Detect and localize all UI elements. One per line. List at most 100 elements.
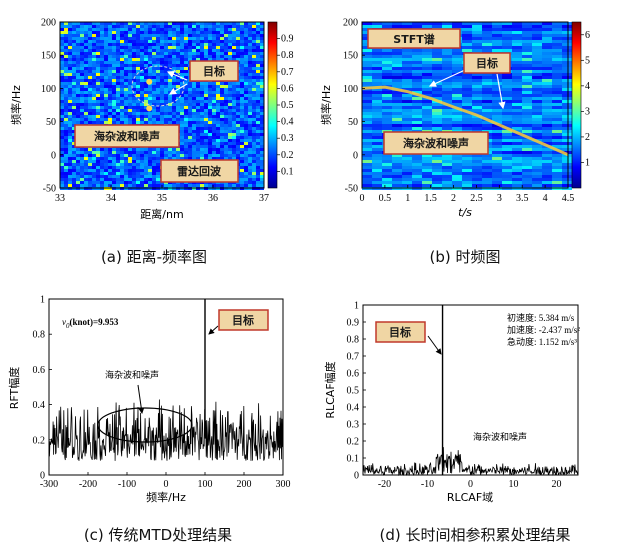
heat-cell	[532, 85, 542, 88]
heat-cell	[84, 175, 88, 178]
heat-cell	[132, 181, 136, 184]
heat-cell	[120, 100, 124, 103]
heat-cell	[402, 73, 412, 76]
heat-cell	[88, 43, 92, 46]
heat-cell	[228, 43, 232, 46]
heat-cell	[140, 94, 144, 97]
heat-cell	[492, 106, 502, 109]
heat-cell	[120, 34, 124, 37]
heat-cell	[128, 97, 132, 100]
heat-cell	[60, 34, 64, 37]
heat-cell	[184, 85, 188, 88]
heat-cell	[64, 79, 68, 82]
heat-cell	[532, 43, 542, 46]
heat-cell	[220, 139, 224, 142]
heat-cell	[92, 73, 96, 76]
heat-cell	[64, 157, 68, 160]
heat-cell	[108, 22, 112, 25]
heat-cell	[96, 178, 100, 181]
heat-cell	[362, 118, 372, 121]
heat-cell	[552, 181, 562, 184]
heat-cell	[224, 100, 228, 103]
heat-cell	[144, 178, 148, 181]
heat-cell	[248, 112, 252, 115]
heat-cell	[168, 184, 172, 187]
heat-cell	[442, 109, 452, 112]
heat-cell	[104, 151, 108, 154]
heat-cell	[64, 106, 68, 109]
heat-cell	[362, 82, 372, 85]
heat-cell	[244, 70, 248, 73]
heat-cell	[562, 28, 572, 31]
heat-cell	[244, 133, 248, 136]
heat-cell	[60, 31, 64, 34]
heat-cell	[184, 157, 188, 160]
heat-cell	[442, 115, 452, 118]
heat-cell	[88, 184, 92, 187]
heat-cell	[452, 22, 462, 25]
heat-cell	[100, 154, 104, 157]
panel-d-label-target: 目标	[389, 325, 411, 339]
heat-cell	[168, 157, 172, 160]
heat-cell	[92, 91, 96, 94]
heat-cell	[522, 181, 532, 184]
heat-cell	[136, 46, 140, 49]
heat-cell	[164, 115, 168, 118]
heat-cell	[152, 103, 156, 106]
heat-cell	[252, 166, 256, 169]
heat-cell	[160, 70, 164, 73]
heat-cell	[196, 121, 200, 124]
heat-cell	[64, 127, 68, 130]
heat-cell	[116, 121, 120, 124]
heat-cell	[200, 97, 204, 100]
heat-cell	[462, 28, 472, 31]
heat-cell	[196, 37, 200, 40]
heat-cell	[552, 94, 562, 97]
heat-cell	[152, 88, 156, 91]
heat-cell	[124, 157, 128, 160]
heat-cell	[260, 178, 264, 181]
heat-cell	[100, 46, 104, 49]
heat-cell	[108, 121, 112, 124]
heat-cell	[522, 178, 532, 181]
heat-cell	[160, 106, 164, 109]
heat-cell	[256, 64, 260, 67]
heat-cell	[140, 55, 144, 58]
heat-cell	[60, 127, 64, 130]
heat-cell	[160, 34, 164, 37]
heat-cell	[562, 184, 572, 187]
heat-cell	[372, 100, 382, 103]
heat-cell	[184, 61, 188, 64]
panel-d-caption: (d) 长时间相参积累处理结果	[380, 526, 571, 544]
heat-cell	[372, 178, 382, 181]
heat-cell	[236, 106, 240, 109]
heat-cell	[442, 82, 452, 85]
heat-cell	[180, 100, 184, 103]
heat-cell	[432, 82, 442, 85]
heat-cell	[104, 103, 108, 106]
heat-cell	[208, 91, 212, 94]
heat-cell	[552, 22, 562, 25]
heat-cell	[124, 88, 128, 91]
heat-cell	[248, 178, 252, 181]
heat-cell	[240, 121, 244, 124]
heat-cell	[248, 169, 252, 172]
heat-cell	[80, 31, 84, 34]
heat-cell	[180, 67, 184, 70]
heat-cell	[96, 49, 100, 52]
x-tick-label: 37	[259, 193, 269, 204]
heat-cell	[72, 169, 76, 172]
heat-cell	[196, 34, 200, 37]
heat-cell	[502, 118, 512, 121]
heat-cell	[260, 100, 264, 103]
heat-cell	[212, 112, 216, 115]
heat-cell	[552, 73, 562, 76]
heat-cell	[112, 58, 116, 61]
heat-cell	[482, 106, 492, 109]
heat-cell	[512, 25, 522, 28]
heat-cell	[472, 76, 482, 79]
heat-cell	[200, 100, 204, 103]
heat-cell	[148, 85, 152, 88]
heat-cell	[160, 97, 164, 100]
heat-cell	[402, 127, 412, 130]
